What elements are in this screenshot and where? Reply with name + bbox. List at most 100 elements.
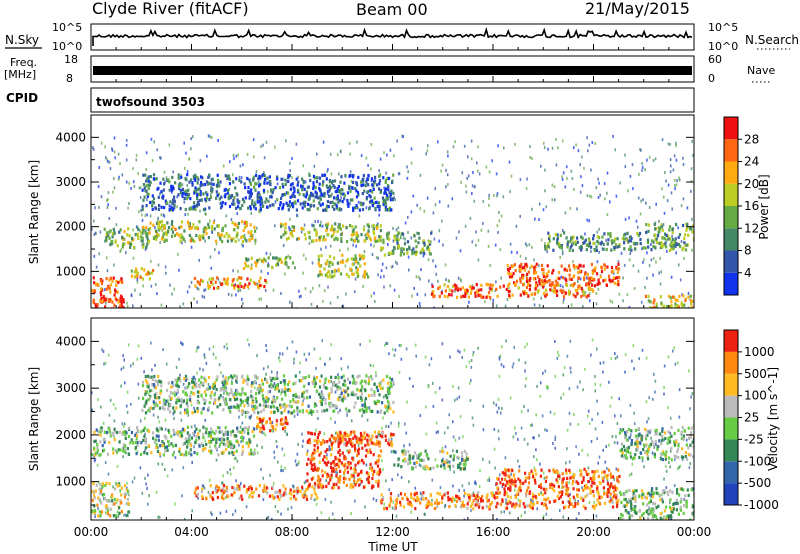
power-speckle (619, 181, 622, 185)
velocity-cell (366, 477, 369, 481)
velocity-speckle (500, 363, 503, 367)
power-cell (670, 247, 673, 251)
power-speckle (477, 169, 479, 173)
power-cell (258, 279, 261, 284)
velocity-cell (596, 498, 599, 502)
velocity-cell (97, 429, 100, 434)
power-cell (280, 235, 283, 239)
power-cell (480, 295, 483, 299)
power-cell (187, 192, 191, 197)
power-speckle (559, 255, 561, 259)
velocity-speckle (505, 339, 507, 343)
power-cell (192, 207, 195, 211)
power-speckle (135, 158, 138, 162)
velocity-speckle (569, 422, 572, 426)
power-speckle (236, 212, 238, 216)
power-speckle (302, 164, 305, 168)
power-speckle (516, 251, 518, 255)
power-cell (308, 194, 311, 198)
velocity-speckle (324, 497, 327, 501)
velocity-speckle (652, 512, 655, 516)
power-speckle (464, 224, 467, 228)
velocity-cell (262, 425, 265, 429)
velocity-cell (363, 431, 366, 435)
power-cell (673, 242, 676, 246)
power-cell (219, 180, 222, 184)
power-speckle (407, 255, 410, 259)
power-speckle (146, 213, 148, 217)
velocity-speckle (452, 435, 455, 439)
velocity-cell (92, 482, 95, 486)
power-cell (396, 240, 399, 244)
power-cell (687, 233, 690, 237)
velocity-speckle (498, 355, 501, 359)
power-cell (333, 185, 336, 189)
velocity-cell (338, 448, 341, 452)
velocity-cell (282, 493, 285, 497)
velocity-speckle (544, 369, 547, 373)
power-speckle (407, 170, 409, 174)
velocity-speckle (505, 498, 507, 502)
velocity-speckle (482, 428, 485, 432)
velocity-speckle (310, 413, 313, 416)
power-speckle (422, 254, 425, 258)
power-speckle (154, 283, 157, 287)
power-cell (315, 238, 318, 242)
power-cell (307, 185, 310, 189)
power-cell (220, 282, 223, 287)
power-speckle (665, 238, 668, 242)
power-cell (317, 196, 320, 200)
power-cell (649, 306, 652, 308)
power-speckle (445, 168, 447, 172)
velocity-speckle (472, 491, 475, 495)
velocity-cell (158, 452, 162, 456)
velocity-cell (95, 451, 98, 455)
power-cell (254, 260, 257, 264)
power-cell (532, 271, 536, 275)
power-cell (171, 175, 174, 179)
power-cell (282, 185, 285, 189)
velocity-speckle (419, 491, 422, 495)
velocity-cell (109, 434, 112, 438)
power-cell (134, 233, 137, 237)
power-cell (104, 305, 107, 308)
velocity-cell (356, 439, 359, 443)
power-cell (226, 191, 229, 195)
power-cell (602, 242, 605, 246)
power-cell (568, 273, 571, 277)
velocity-speckle (602, 448, 604, 452)
power-cell (583, 240, 586, 244)
power-speckle (680, 204, 683, 208)
power-cell (647, 229, 650, 233)
velocity-speckle (230, 446, 232, 450)
velocity-speckle (398, 371, 401, 374)
power-cell (366, 232, 369, 236)
velocity-cell (271, 485, 274, 489)
power-speckle (675, 183, 678, 187)
velocity-cell (443, 493, 446, 497)
velocity-cell (330, 473, 333, 477)
velocity-cell (224, 432, 227, 437)
power-speckle (392, 239, 395, 243)
power-speckle (291, 176, 293, 180)
velocity-cell (224, 426, 227, 430)
velocity-speckle (273, 382, 276, 385)
velocity-cell (389, 496, 392, 500)
velocity-cell (315, 493, 318, 497)
power-cell (396, 242, 399, 246)
power-cell (228, 182, 231, 186)
power-cell (682, 294, 685, 298)
power-cell (309, 204, 312, 208)
velocity-cell (558, 491, 561, 495)
power-cell (552, 290, 556, 294)
velocity-speckle (512, 362, 515, 366)
power-cell (207, 222, 210, 226)
power-cell (272, 188, 275, 192)
power-speckle (692, 153, 694, 157)
power-cell (686, 222, 689, 226)
velocity-cell (128, 426, 131, 430)
power-cell (349, 174, 352, 178)
power-speckle (375, 256, 378, 260)
velocity-speckle (619, 428, 622, 432)
power-cell (374, 239, 377, 243)
